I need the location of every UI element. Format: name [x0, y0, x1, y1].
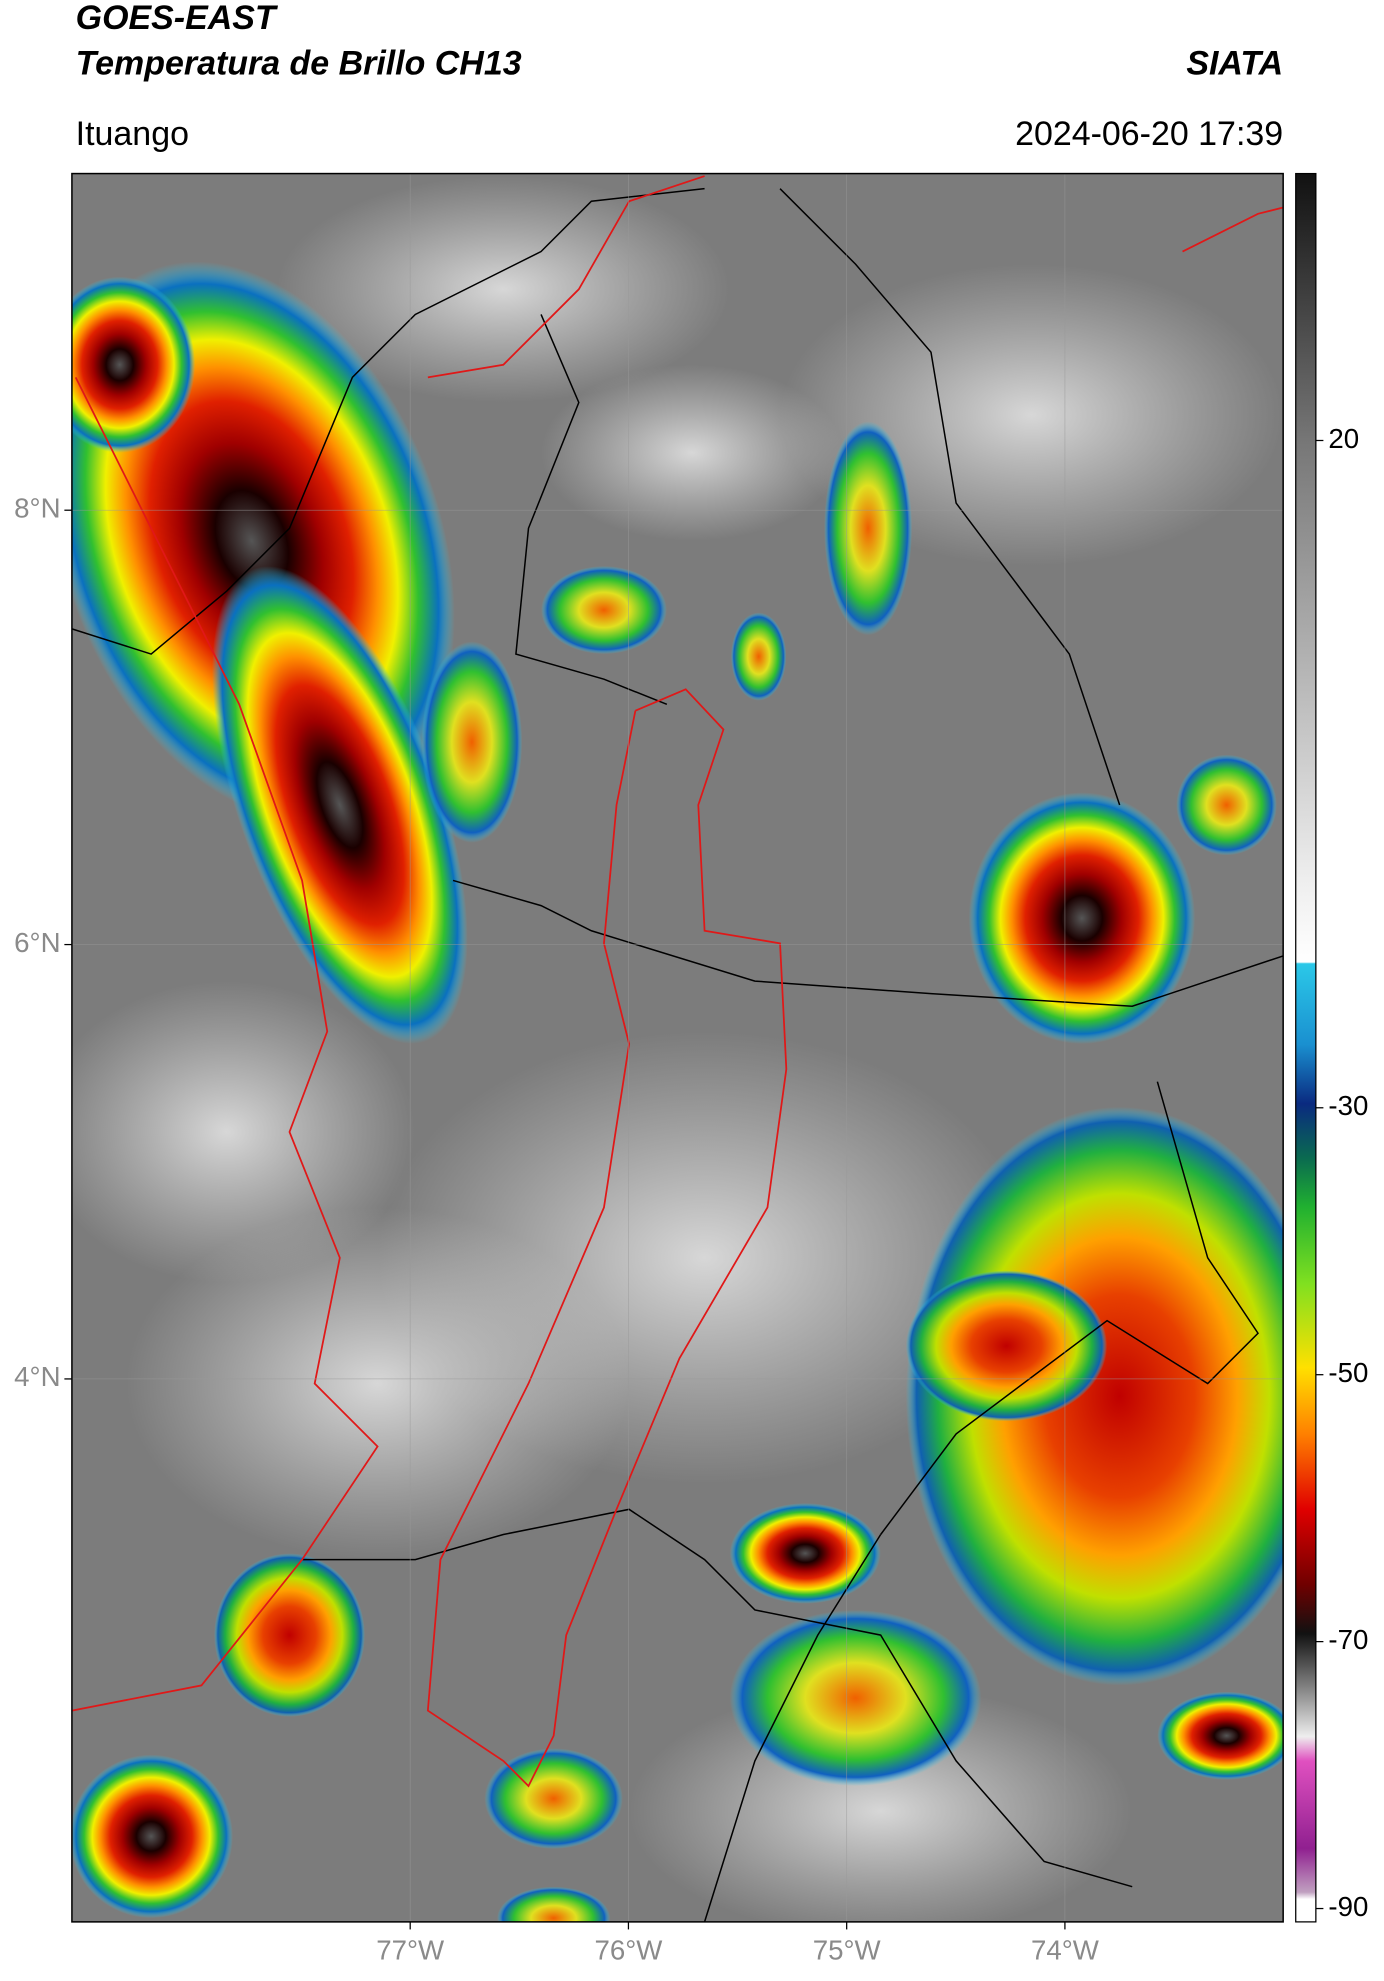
y-tick-label: 8°N: [14, 493, 60, 524]
x-tick-label: 76°W: [594, 1934, 663, 1965]
satellite-image: [71, 173, 1284, 1922]
x-tick-label: 75°W: [813, 1934, 882, 1965]
colorbar-tick-label: -50: [1328, 1357, 1368, 1388]
x-tick-label: 77°W: [376, 1934, 445, 1965]
colorbar: [1295, 172, 1317, 1923]
region: Ituango: [76, 115, 189, 153]
grid: [71, 173, 1284, 1922]
title: GOES-EAST: [76, 0, 279, 37]
brand: SIATA: [1186, 44, 1283, 82]
subtitle: Temperatura de Brillo CH13: [76, 44, 522, 82]
y-tick-label: 6°N: [14, 927, 60, 958]
colorbar-tick-label: -30: [1328, 1090, 1368, 1121]
colorbar-tick-label: -70: [1328, 1624, 1368, 1655]
x-tick-label: 74°W: [1031, 1934, 1100, 1965]
map-frame: [71, 172, 1284, 1923]
axes: 77°W 76°W 75°W 74°W 8°N 6°N 4°N 20 -30 -50 -70 -90: [14, 423, 1368, 1966]
colorbar-tick-label: 20: [1328, 423, 1359, 454]
colorbar-tick-label: -90: [1328, 1891, 1368, 1922]
y-tick-label: 4°N: [14, 1361, 60, 1392]
timestamp: 2024-06-20 17:39: [1015, 115, 1283, 153]
